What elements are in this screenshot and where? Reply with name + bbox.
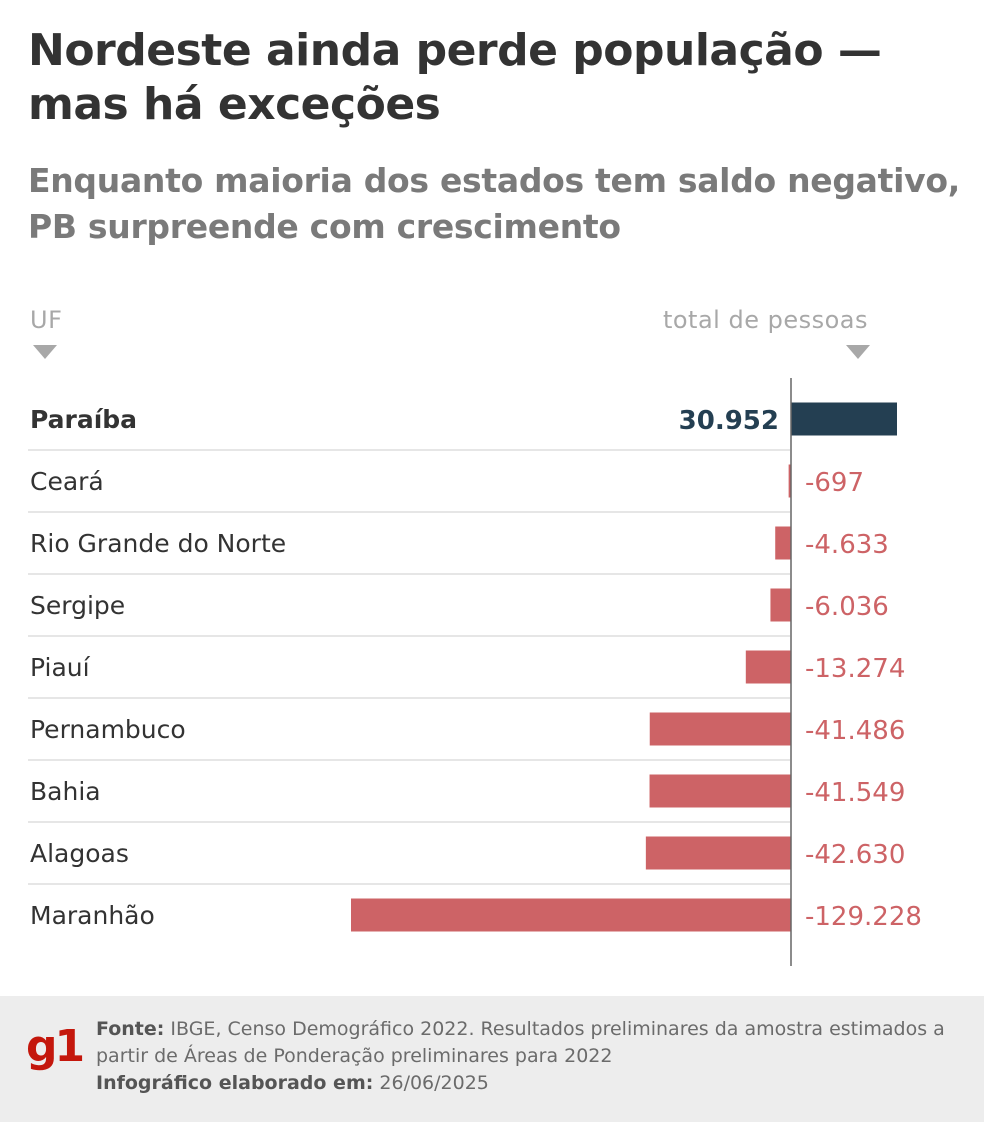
value-label: -41.486	[805, 716, 905, 746]
column-header-total: total de pessoas	[662, 306, 868, 334]
source-text: IBGE, Censo Demográfico 2022. Resultados…	[96, 1018, 945, 1067]
bar	[770, 588, 791, 622]
category-label: Rio Grande do Norte	[30, 529, 286, 558]
bar	[791, 402, 897, 436]
bar	[649, 774, 791, 808]
source-label: Fonte:	[96, 1018, 165, 1040]
date-label: Infográfico elaborado em:	[96, 1072, 374, 1094]
bar	[645, 836, 791, 870]
category-label: Maranhão	[30, 901, 155, 930]
value-label: -13.274	[805, 654, 905, 684]
chart-title: Nordeste ainda perde população — mas há …	[28, 25, 882, 130]
value-label: 30.952	[679, 406, 779, 436]
sort-down-arrow-icon	[33, 345, 57, 359]
value-label: -697	[805, 468, 864, 498]
footer: g1 Fonte: IBGE, Censo Demográfico 2022. …	[0, 996, 984, 1122]
value-label: -4.633	[805, 530, 889, 560]
chart-subtitle: Enquanto maioria dos estados tem saldo n…	[28, 161, 960, 246]
bar	[745, 650, 791, 684]
value-label: -6.036	[805, 592, 889, 622]
category-label: Pernambuco	[30, 715, 186, 744]
footer-text: Fonte: IBGE, Censo Demográfico 2022. Res…	[96, 1016, 956, 1097]
category-label: Alagoas	[30, 839, 129, 868]
value-label: -41.549	[805, 778, 905, 808]
value-label: -129.228	[805, 902, 922, 932]
category-label: Piauí	[30, 653, 91, 682]
bar	[775, 526, 791, 560]
bar	[788, 464, 791, 498]
column-header-uf: UF	[30, 306, 63, 334]
g1-logo: g1	[26, 1021, 85, 1072]
date-block: Infográfico elaborado em: 26/06/2025	[96, 1070, 956, 1097]
source-block: Fonte: IBGE, Censo Demográfico 2022. Res…	[96, 1018, 945, 1067]
category-label: Sergipe	[30, 591, 125, 620]
bar-chart: Paraíba 30.952 Ceará -697 Rio Grande do Nort…	[28, 378, 922, 966]
category-label: Ceará	[30, 467, 104, 496]
value-label: -42.630	[805, 840, 905, 870]
bar	[351, 898, 791, 932]
category-label: Bahia	[30, 777, 101, 806]
sort-down-arrow-icon	[846, 345, 870, 359]
bar	[649, 712, 791, 746]
category-label: Paraíba	[30, 405, 137, 434]
date-text: 26/06/2025	[379, 1072, 489, 1094]
